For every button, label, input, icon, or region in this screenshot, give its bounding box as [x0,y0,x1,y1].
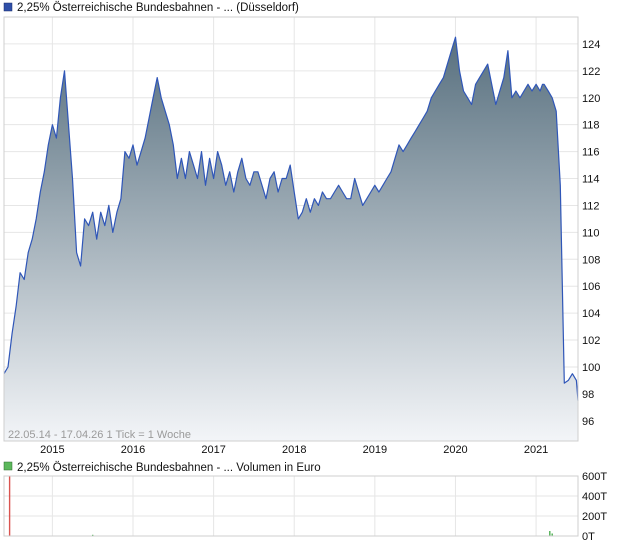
price-area [3,36,579,441]
price-y-tick-label: 102 [582,335,600,347]
volume-legend-box [3,461,13,471]
price-y-tick-label: 114 [582,174,600,186]
price-y-tick-label: 106 [582,281,600,293]
price-x-tick-label: 2017 [201,444,225,456]
price-x-tick-label: 2021 [524,444,548,456]
price-legend-label: 2,25% Österreichische Bundesbahnen - ...… [17,2,299,14]
volume-bar [549,531,551,536]
volume-legend-label: 2,25% Österreichische Bundesbahnen - ...… [17,462,321,474]
chart-info-text: 22.05.14 - 17.04.26 1 Tick = 1 Woche [8,429,191,441]
price-x-tick-label: 2020 [443,444,467,456]
price-y-tick-label: 116 [582,147,600,159]
volume-y-tick-label: 0T [582,531,595,543]
price-y-axis: 96 98 100 102 104 106 108 110 112 114 116 118 120 122… [582,39,600,428]
volume-y-axis: 0T 200T 400T 600T [582,471,607,543]
volume-y-tick-label: 600T [582,471,607,483]
price-area-fill [4,37,578,441]
price-y-tick-label: 112 [582,200,600,212]
price-y-tick-label: 100 [582,362,600,374]
volume-bar [92,534,94,536]
price-y-tick-label: 96 [582,416,594,428]
price-x-tick-label: 2016 [121,444,145,456]
volume-y-tick-label: 200T [582,511,607,523]
price-legend-box [3,2,13,12]
price-y-tick-label: 120 [582,93,600,105]
volume-bar [551,533,553,536]
price-y-tick-label: 108 [582,254,600,266]
price-x-tick-label: 2019 [363,444,387,456]
price-x-tick-label: 2015 [40,444,64,456]
price-y-tick-label: 110 [582,227,600,239]
price-y-tick-label: 104 [582,308,600,320]
price-x-axis: 2015 2016 2017 2018 2019 2020 2021 [40,444,548,456]
price-y-tick-label: 124 [582,39,600,51]
volume-plot-frame [3,475,579,537]
price-plot-frame [3,16,579,442]
price-y-tick-label: 122 [582,66,600,78]
volume-grid [4,475,578,537]
volume-y-tick-label: 400T [582,491,607,503]
volume-bars [8,476,553,536]
price-x-tick-label: 2018 [282,444,306,456]
price-line [3,36,579,401]
price-y-tick-label: 98 [582,389,594,401]
volume-bar [8,476,11,536]
price-y-tick-label: 118 [582,120,600,132]
